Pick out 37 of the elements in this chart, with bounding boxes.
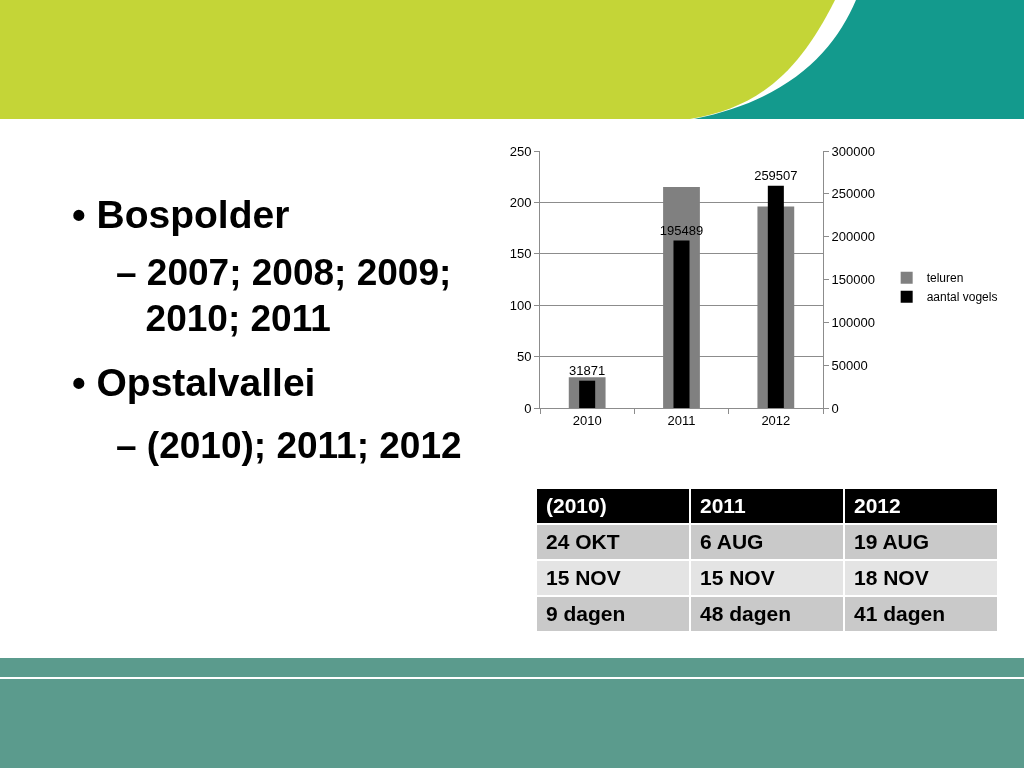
y2-tick-label: 0 — [831, 400, 839, 416]
text: 15 NOV — [691, 561, 843, 595]
y-tick-label: 200 — [509, 194, 532, 210]
bar — [673, 240, 690, 408]
y-tick-label: 150 — [509, 246, 532, 262]
text: 9 dagen — [537, 597, 689, 631]
data-label: 31871 — [569, 362, 606, 378]
y2-tick-label: 250000 — [831, 186, 875, 202]
y2-tick-label: 300000 — [831, 143, 875, 159]
text: 41 dagen — [845, 597, 997, 631]
y2-tick-label: 100000 — [831, 314, 875, 330]
y-tick-label: 50 — [516, 349, 532, 365]
y2-tick-label: 50000 — [831, 357, 868, 373]
x-tick-label: 2012 — [761, 412, 791, 428]
x-tick-label: 2011 — [667, 412, 696, 428]
legend-label: aantal vogels — [926, 290, 998, 305]
text: • Bospolder — [72, 192, 291, 238]
text: – (2010); 2011; 2012 — [116, 424, 463, 468]
y2-tick-label: 200000 — [831, 229, 875, 245]
text: • Opstalvallei — [72, 360, 317, 406]
category-label: 2012 — [845, 489, 997, 523]
y-tick-label: 0 — [524, 400, 532, 416]
y2-tick-label: 150000 — [831, 272, 875, 288]
category-label: (2010) — [537, 489, 689, 523]
data-label: 259507 — [754, 167, 798, 183]
text: 15 NOV — [537, 561, 689, 595]
text: 19 AUG — [845, 525, 997, 559]
text: 18 NOV — [845, 561, 997, 595]
y-tick-label: 250 — [509, 143, 532, 159]
category-label: 2011 — [691, 489, 843, 523]
x-tick-label: 2010 — [572, 412, 602, 428]
y-tick-label: 100 — [509, 297, 532, 313]
text: 6 AUG — [691, 525, 843, 559]
text: 24 OKT — [537, 525, 689, 559]
text: 48 dagen — [691, 597, 843, 631]
text: – 2007; 2008; 2009; 2010; 2011 — [116, 251, 453, 342]
legend-label: teluren — [926, 271, 964, 286]
